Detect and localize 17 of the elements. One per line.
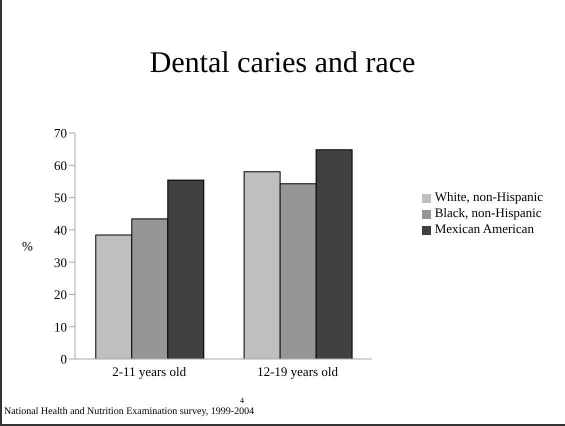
y-tick-label: 30 xyxy=(54,254,67,270)
text: National Health and Nutrition Examination survey, 1999-2004 xyxy=(4,406,254,417)
y-tick-label: 70 xyxy=(54,126,67,141)
legend-label: White, non-Hispanic xyxy=(434,189,543,204)
y-tick-label: 40 xyxy=(54,222,67,238)
x-tick-label: 12-19 years old xyxy=(257,364,338,380)
chart-title: Dental caries and race xyxy=(148,46,416,80)
y-tick-label: 20 xyxy=(54,287,67,302)
y-tick-label: 50 xyxy=(54,190,67,206)
text: 4 xyxy=(240,396,244,405)
y-tick-label: 0 xyxy=(60,352,67,367)
y-axis-title: % xyxy=(22,238,33,254)
legend-label: Mexican American xyxy=(434,221,534,236)
y-tick-label: 60 xyxy=(54,158,67,173)
x-tick-label: 2-11 years old xyxy=(112,364,187,380)
y-tick-label: 10 xyxy=(54,319,67,334)
legend-label: Black, non-Hispanic xyxy=(434,205,542,220)
